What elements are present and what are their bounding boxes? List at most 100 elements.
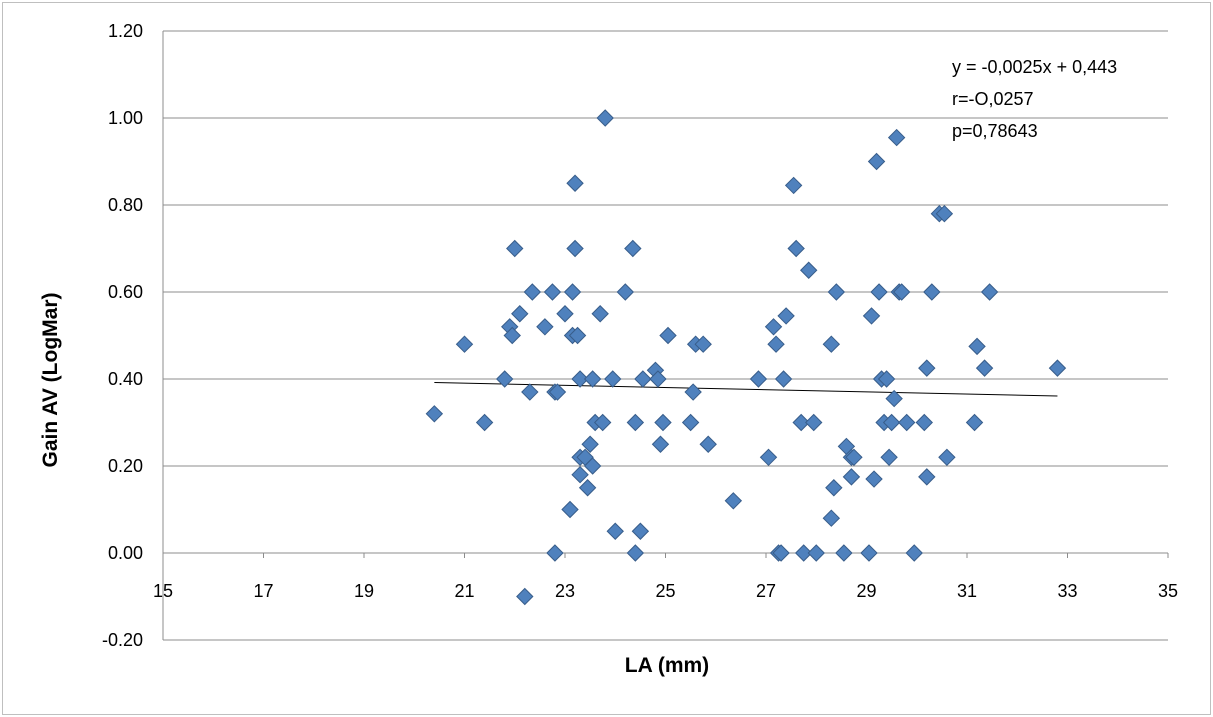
data-point xyxy=(827,283,846,301)
y-tick-label: 0.00 xyxy=(108,543,143,563)
data-point xyxy=(521,383,539,401)
data-point xyxy=(882,413,901,432)
data-point xyxy=(870,283,888,301)
y-axis-title: Gain AV (LogMar) xyxy=(39,293,62,468)
data-point xyxy=(516,587,534,606)
y-tick-label: 0.20 xyxy=(108,456,143,476)
data-point xyxy=(626,413,645,432)
data-point xyxy=(938,448,956,467)
data-point xyxy=(759,448,778,467)
data-point xyxy=(800,261,818,279)
data-point xyxy=(935,204,954,223)
data-point xyxy=(631,522,650,540)
data-point xyxy=(892,283,911,301)
data-point xyxy=(794,544,813,562)
data-point xyxy=(860,544,878,562)
data-point xyxy=(568,326,587,345)
equation-annotation: y = -0,0025x + 0,443 xyxy=(952,57,1117,77)
trendline-group xyxy=(434,381,1058,397)
axes xyxy=(162,31,1169,640)
data-point xyxy=(566,174,584,192)
data-point xyxy=(897,413,916,432)
data-point xyxy=(923,283,941,301)
data-point xyxy=(543,283,562,301)
data-point xyxy=(784,176,803,195)
data-point xyxy=(887,128,906,147)
data-point xyxy=(764,318,783,336)
data-point xyxy=(596,109,614,127)
data-point xyxy=(699,435,717,453)
data-point xyxy=(546,544,564,562)
data-point xyxy=(980,283,999,301)
trendline xyxy=(434,381,1058,397)
x-tick-label: 25 xyxy=(655,581,675,601)
data-point xyxy=(767,335,785,353)
data-point xyxy=(536,318,554,336)
y-tick-label: 0.60 xyxy=(108,282,143,302)
x-tick-label: 29 xyxy=(856,581,876,601)
data-point xyxy=(581,435,599,453)
data-point xyxy=(915,413,933,432)
x-tick-label: 33 xyxy=(1057,581,1077,601)
data-point xyxy=(593,413,612,432)
data-point xyxy=(968,337,986,356)
data-point xyxy=(867,152,886,171)
data-point xyxy=(777,307,795,325)
data-point xyxy=(654,413,672,432)
data-point xyxy=(626,544,645,562)
data-point xyxy=(724,492,743,510)
data-point xyxy=(475,413,494,432)
p-annotation: p=0,78643 xyxy=(952,121,1038,141)
y-tick-labels: -0.20 0.00 0.20 0.40 0.60 0.80 1.00 1.20 xyxy=(102,21,143,650)
x-tick-label: 27 xyxy=(756,581,776,601)
data-point xyxy=(455,335,474,353)
data-point xyxy=(1048,359,1067,377)
data-point xyxy=(877,370,896,388)
data-point xyxy=(578,479,597,497)
x-tick-label: 23 xyxy=(555,581,575,601)
x-tick-label: 19 xyxy=(354,581,374,601)
data-point xyxy=(845,448,863,467)
data-point xyxy=(862,307,881,325)
data-point xyxy=(805,413,823,432)
data-point xyxy=(583,370,602,388)
data-point xyxy=(495,370,514,388)
data-point xyxy=(634,370,652,388)
data-points xyxy=(425,109,1067,606)
x-axis-title: LA (mm) xyxy=(625,654,709,677)
data-point xyxy=(561,500,579,519)
data-point xyxy=(583,457,602,475)
data-point xyxy=(772,544,790,562)
data-point xyxy=(822,335,841,353)
data-point xyxy=(807,544,825,562)
y-tick-label: 1.00 xyxy=(108,108,143,128)
data-point xyxy=(571,370,589,388)
data-point xyxy=(556,305,574,323)
data-point xyxy=(905,544,923,562)
data-point xyxy=(591,305,609,323)
data-point xyxy=(506,239,524,258)
x-tick-label: 31 xyxy=(957,581,977,601)
y-tick-label: 1.20 xyxy=(108,21,143,41)
data-point xyxy=(787,239,805,258)
y-tick-label: 0.80 xyxy=(108,195,143,215)
data-point xyxy=(865,470,883,488)
data-point xyxy=(523,283,542,301)
data-point xyxy=(975,359,994,377)
data-point xyxy=(563,283,582,301)
x-tick-label: 35 xyxy=(1158,581,1178,601)
x-tick-labels: 15 17 19 21 23 25 27 29 31 33 35 xyxy=(153,581,1178,601)
data-point xyxy=(918,359,936,377)
data-point xyxy=(835,544,853,562)
data-point xyxy=(774,370,793,388)
data-point xyxy=(749,370,768,388)
data-point xyxy=(659,326,677,345)
data-point xyxy=(965,413,984,432)
data-point xyxy=(651,435,670,453)
data-point xyxy=(684,383,702,401)
y-tick-label: -0.20 xyxy=(102,630,143,650)
data-point xyxy=(649,370,667,388)
data-point xyxy=(792,413,810,432)
data-point xyxy=(681,413,700,432)
